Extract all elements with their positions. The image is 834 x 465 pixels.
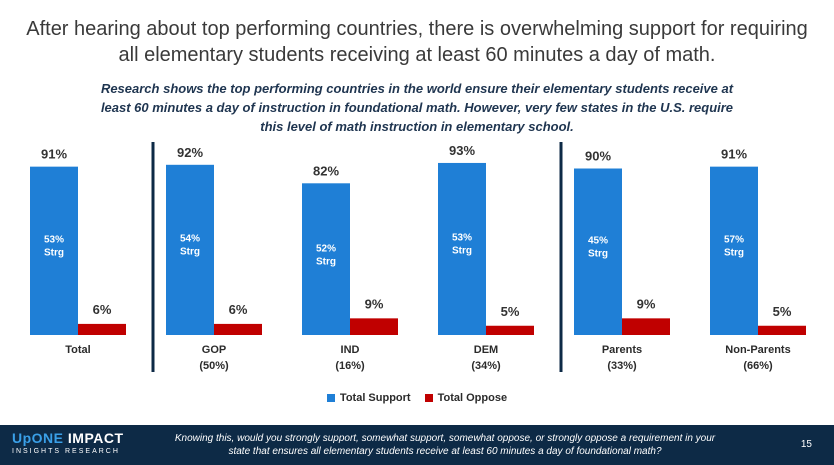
strong-suffix-label-gop: Strg	[180, 246, 200, 257]
bar-oppose-parents	[622, 318, 670, 335]
logo-text-b: IMPACT	[63, 430, 124, 446]
strong-support-label-dem: 53%	[452, 232, 472, 243]
legend-swatch-support	[326, 394, 335, 402]
logo-subtext: INSIGHTS RESEARCH	[12, 448, 120, 455]
bar-oppose-dem	[486, 325, 534, 335]
chart-subtitle: Research shows the top performing countr…	[100, 81, 734, 134]
survey-question: Knowing this, would you strongly support…	[174, 433, 716, 457]
bar-oppose-non-parents	[758, 325, 806, 335]
category-sublabel-gop: (50%)	[199, 360, 229, 372]
category-label-dem: DEM	[474, 344, 498, 356]
strong-suffix-label-ind: Strg	[316, 257, 336, 268]
strong-support-label-gop: 54%	[180, 233, 200, 244]
logo-text-a: UpONE	[12, 430, 64, 446]
legend-label-oppose: Total Oppose	[437, 392, 508, 404]
strong-support-label-non-parents: 57%	[724, 234, 744, 245]
data-label-oppose-gop: 6%	[229, 302, 248, 317]
strong-suffix-label-dem: Strg	[452, 245, 472, 256]
category-label-ind: IND	[341, 344, 360, 356]
chart-title: After hearing about top performing count…	[26, 18, 808, 66]
data-label-oppose-parents: 9%	[637, 296, 656, 311]
bar-support-parents	[574, 168, 622, 335]
legend-label-support: Total Support	[339, 392, 411, 404]
bar-support-dem	[438, 162, 486, 335]
category-label-total: Total	[65, 344, 90, 356]
data-label-oppose-dem: 5%	[501, 304, 520, 319]
bar-oppose-gop	[214, 323, 262, 335]
footer-bar: UpONE IMPACT INSIGHTS RESEARCH Knowing t…	[0, 425, 834, 465]
category-label-non-parents: Non-Parents	[725, 344, 790, 356]
page-number: 15	[800, 439, 812, 450]
legend-item-oppose: Total Oppose	[424, 392, 508, 404]
category-sublabel-dem: (34%)	[471, 360, 501, 372]
category-label-gop: GOP	[202, 344, 226, 356]
category-sublabel-non-parents: (66%)	[743, 360, 773, 372]
bar-support-total	[30, 166, 78, 335]
bar-support-ind	[302, 183, 350, 335]
data-label-support-parents: 90%	[585, 149, 611, 164]
data-label-support-non-parents: 91%	[721, 147, 747, 162]
data-label-support-gop: 92%	[177, 145, 203, 160]
strong-support-label-ind: 52%	[316, 244, 336, 255]
data-label-oppose-non-parents: 5%	[773, 304, 792, 319]
bar-chart: 91% 53% Strg 6% Total 92% 54% Strg 6% GOP (50%) 82%…	[30, 142, 806, 372]
bar-support-non-parents	[710, 166, 758, 335]
legend-item-support: Total Support	[326, 392, 411, 404]
category-sublabel-parents: (33%)	[607, 360, 637, 372]
strong-suffix-label-total: Strg	[44, 247, 64, 258]
company-logo: UpONE IMPACT INSIGHTS RESEARCH	[12, 430, 124, 458]
data-label-oppose-total: 6%	[93, 302, 112, 317]
data-label-support-dem: 93%	[449, 143, 475, 158]
strong-suffix-label-non-parents: Strg	[724, 247, 744, 258]
strong-support-label-parents: 45%	[588, 235, 608, 246]
category-label-parents: Parents	[602, 344, 642, 356]
legend-swatch-oppose	[424, 394, 433, 402]
data-label-oppose-ind: 9%	[365, 296, 384, 311]
strong-support-label-total: 53%	[44, 234, 64, 245]
bar-support-gop	[166, 164, 214, 335]
bar-oppose-ind	[350, 318, 398, 335]
data-label-support-ind: 82%	[313, 163, 339, 178]
bar-oppose-total	[78, 323, 126, 335]
data-label-support-total: 91%	[41, 147, 67, 162]
strong-suffix-label-parents: Strg	[588, 248, 608, 259]
legend: Total Support Total Oppose	[0, 392, 834, 404]
category-sublabel-ind: (16%)	[335, 360, 365, 372]
